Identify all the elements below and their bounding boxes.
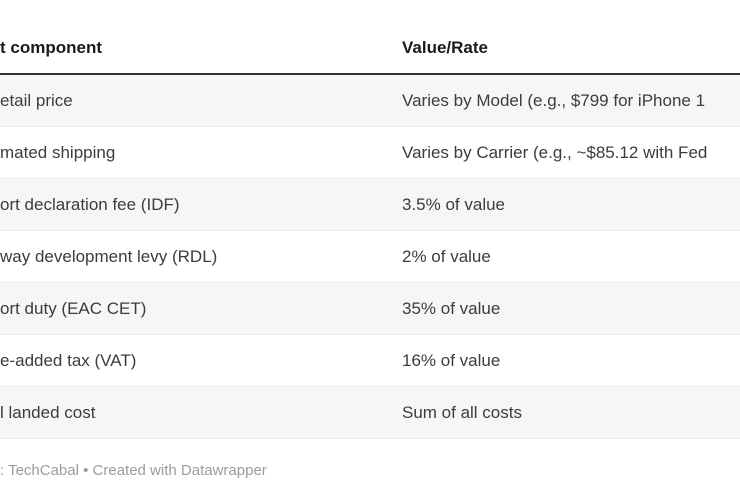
cost-table: t component Value/Rate etail price Varie… <box>0 0 740 479</box>
cost-component-cell: ort duty (EAC CET) <box>0 298 147 318</box>
table-row: ort duty (EAC CET) 35% of value <box>0 283 740 335</box>
cost-component-cell: l landed cost <box>0 402 96 422</box>
column-header-value-rate: Value/Rate <box>402 38 488 57</box>
value-rate-cell: Varies by Model (e.g., $799 for iPhone 1 <box>402 90 706 110</box>
cost-component-cell: e-added tax (VAT) <box>0 350 137 370</box>
table-row: l landed cost Sum of all costs <box>0 387 740 439</box>
table-row: way development levy (RDL) 2% of value <box>0 231 740 283</box>
column-header-cost-component: t component <box>0 38 102 57</box>
table-row: ort declaration fee (IDF) 3.5% of value <box>0 179 740 231</box>
cost-component-cell: etail price <box>0 90 73 110</box>
cost-component-cell: ort declaration fee (IDF) <box>0 194 180 214</box>
value-rate-cell: 2% of value <box>402 246 491 266</box>
value-rate-cell: Varies by Carrier (e.g., ~$85.12 with Fe… <box>402 142 708 162</box>
value-rate-cell: Sum of all costs <box>402 402 522 422</box>
table-row: etail price Varies by Model (e.g., $799 … <box>0 75 740 127</box>
value-rate-cell: 16% of value <box>402 350 501 370</box>
value-rate-cell: 35% of value <box>402 298 501 318</box>
source-attribution: : TechCabal • Created with Datawrapper <box>0 462 267 479</box>
cost-component-cell: way development levy (RDL) <box>0 246 218 266</box>
cost-component-cell: mated shipping <box>0 142 116 162</box>
table-header-row: t component Value/Rate <box>0 0 740 75</box>
value-rate-cell: 3.5% of value <box>402 194 506 214</box>
table-row: e-added tax (VAT) 16% of value <box>0 335 740 387</box>
table-row: mated shipping Varies by Carrier (e.g., … <box>0 127 740 179</box>
